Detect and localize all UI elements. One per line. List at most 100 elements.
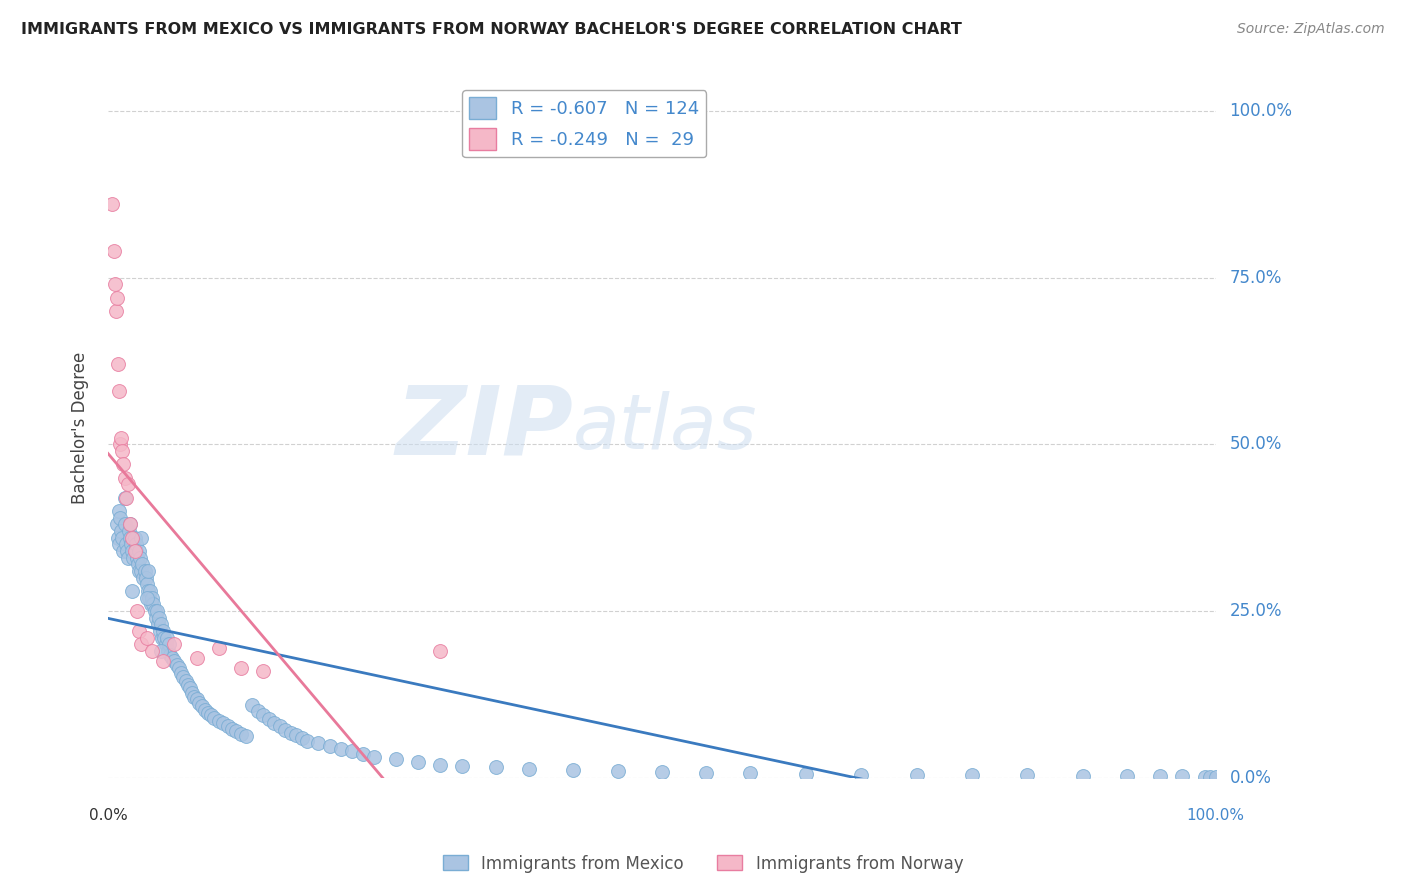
Point — [186, 650, 208, 665]
Text: 100.0%: 100.0% — [1187, 808, 1244, 823]
Point — [252, 707, 274, 722]
Point — [225, 724, 247, 739]
Point — [129, 564, 152, 578]
Point — [200, 708, 222, 723]
Point — [134, 564, 156, 578]
Point — [122, 550, 145, 565]
Point — [221, 722, 243, 736]
Point — [212, 716, 235, 731]
Point — [162, 650, 184, 665]
Point — [114, 537, 136, 551]
Point — [352, 747, 374, 761]
Point — [145, 611, 167, 625]
Point — [1017, 768, 1039, 782]
Point — [146, 617, 169, 632]
Point — [156, 644, 179, 658]
Point — [117, 550, 139, 565]
Point — [120, 537, 142, 551]
Point — [139, 584, 162, 599]
Point — [111, 444, 134, 458]
Point — [246, 704, 269, 718]
Point — [103, 244, 125, 258]
Text: 0.0%: 0.0% — [89, 808, 128, 823]
Point — [108, 437, 131, 451]
Point — [117, 477, 139, 491]
Point — [269, 719, 291, 733]
Point — [127, 558, 149, 572]
Point — [136, 584, 159, 599]
Point — [1071, 769, 1094, 783]
Point — [252, 664, 274, 678]
Point — [129, 550, 152, 565]
Point — [1194, 770, 1216, 784]
Point — [517, 762, 540, 776]
Point — [562, 763, 585, 777]
Point — [135, 631, 157, 645]
Point — [191, 698, 214, 713]
Text: 50.0%: 50.0% — [1230, 435, 1282, 453]
Point — [651, 764, 673, 779]
Point — [340, 744, 363, 758]
Point — [429, 757, 451, 772]
Point — [148, 611, 170, 625]
Text: 100.0%: 100.0% — [1230, 102, 1292, 120]
Point — [120, 517, 142, 532]
Point — [105, 291, 128, 305]
Point — [110, 431, 132, 445]
Point — [263, 716, 285, 731]
Point — [153, 631, 176, 645]
Point — [112, 544, 135, 558]
Point — [187, 696, 209, 710]
Point — [291, 731, 314, 745]
Point — [406, 755, 429, 769]
Point — [141, 598, 163, 612]
Point — [138, 591, 160, 605]
Point — [108, 510, 131, 524]
Point — [285, 728, 308, 742]
Point — [143, 604, 166, 618]
Point — [385, 752, 408, 766]
Text: Source: ZipAtlas.com: Source: ZipAtlas.com — [1237, 22, 1385, 37]
Point — [129, 531, 152, 545]
Point — [105, 517, 128, 532]
Point — [135, 571, 157, 585]
Point — [1149, 769, 1171, 783]
Point — [128, 564, 150, 578]
Point — [229, 661, 252, 675]
Point — [152, 654, 174, 668]
Point — [240, 698, 263, 712]
Point — [114, 491, 136, 505]
Point — [107, 531, 129, 545]
Point — [112, 458, 135, 472]
Point — [208, 714, 231, 728]
Point — [695, 765, 717, 780]
Point — [132, 571, 155, 585]
Point — [163, 638, 186, 652]
Point — [235, 729, 257, 743]
Point — [150, 644, 173, 658]
Point — [183, 690, 205, 704]
Point — [115, 544, 138, 558]
Point — [104, 277, 127, 292]
Point — [960, 768, 983, 782]
Point — [121, 584, 143, 599]
Point — [128, 624, 150, 639]
Point — [318, 739, 340, 753]
Point — [197, 706, 219, 720]
Point — [329, 741, 352, 756]
Point — [181, 685, 204, 699]
Point — [1116, 769, 1139, 783]
Point — [125, 544, 148, 558]
Legend: R = -0.607   N = 124, R = -0.249   N =  29: R = -0.607 N = 124, R = -0.249 N = 29 — [463, 90, 706, 158]
Point — [307, 736, 329, 750]
Point — [202, 711, 225, 725]
Point — [1205, 770, 1227, 784]
Point — [257, 712, 280, 726]
Point — [156, 631, 179, 645]
Point — [125, 550, 148, 565]
Point — [114, 471, 136, 485]
Point — [108, 537, 131, 551]
Point — [108, 504, 131, 518]
Point — [1199, 770, 1222, 784]
Point — [101, 197, 124, 211]
